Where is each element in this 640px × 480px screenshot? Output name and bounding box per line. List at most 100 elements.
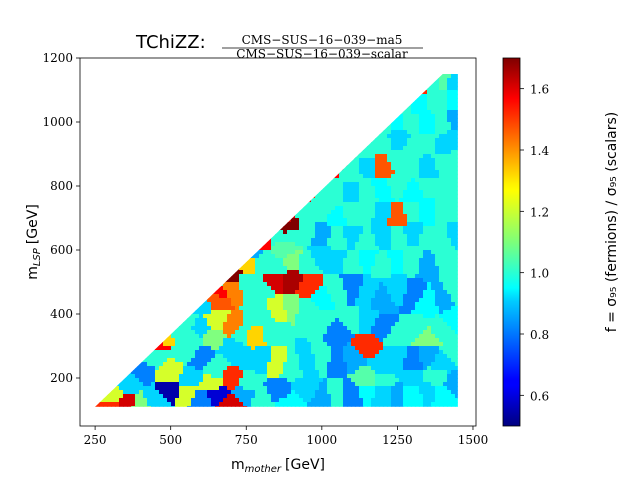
- heatmap-cell: [287, 326, 292, 331]
- heatmap-cell: [235, 318, 240, 323]
- heatmap-cell: [303, 366, 308, 371]
- heatmap-cell: [303, 226, 308, 231]
- heatmap-cell: [267, 302, 272, 307]
- heatmap-cell: [287, 378, 292, 383]
- heatmap-cell: [191, 382, 196, 387]
- heatmap-cell: [211, 390, 216, 395]
- heatmap-cell: [319, 302, 324, 307]
- heatmap-cell: [207, 402, 212, 407]
- heatmap-cell: [183, 326, 188, 331]
- heatmap-cell: [295, 402, 300, 407]
- heatmap-cell: [271, 274, 276, 279]
- heatmap-cell: [327, 338, 332, 343]
- heatmap-cell: [251, 330, 256, 335]
- heatmap-cell: [323, 250, 328, 255]
- heatmap-cell: [255, 394, 260, 399]
- heatmap-cell: [243, 378, 248, 383]
- heatmap-cell: [319, 390, 324, 395]
- heatmap-cell: [175, 374, 180, 379]
- heatmap-cell: [247, 306, 252, 311]
- heatmap-cell: [199, 366, 204, 371]
- heatmap-cell: [191, 334, 196, 339]
- heatmap-cell: [279, 386, 284, 391]
- heatmap-cell: [251, 314, 256, 319]
- heatmap-cell: [243, 270, 248, 275]
- heatmap-cell: [291, 366, 296, 371]
- heatmap-cell: [303, 370, 308, 375]
- heatmap-cell: [163, 358, 168, 363]
- heatmap-cell: [195, 334, 200, 339]
- heatmap-cell: [283, 234, 288, 239]
- heatmap-cell: [307, 250, 312, 255]
- heatmap-cell: [319, 282, 324, 287]
- heatmap-cell: [251, 402, 256, 407]
- heatmap-cell: [291, 242, 296, 247]
- heatmap-cell: [175, 386, 180, 391]
- heatmap-cell: [327, 346, 332, 351]
- heatmap-cell: [255, 266, 260, 271]
- heatmap-cell: [231, 382, 236, 387]
- heatmap-cell: [255, 366, 260, 371]
- heatmap-cell: [311, 226, 316, 231]
- heatmap-cell: [323, 238, 328, 243]
- heatmap-cell: [327, 278, 332, 283]
- heatmap-cell: [259, 310, 264, 315]
- heatmap-cell: [255, 326, 260, 331]
- heatmap-cell: [151, 354, 156, 359]
- heatmap-cell: [263, 366, 268, 371]
- heatmap-cell: [207, 382, 212, 387]
- heatmap-cell: [227, 366, 232, 371]
- heatmap-cell: [271, 398, 276, 403]
- heatmap-cell: [295, 338, 300, 343]
- heatmap-cell: [263, 278, 268, 283]
- heatmap-cell: [207, 374, 212, 379]
- heatmap-cell: [299, 278, 304, 283]
- heatmap-cell: [191, 342, 196, 347]
- heatmap-cell: [143, 394, 148, 399]
- heatmap-cell: [259, 382, 264, 387]
- heatmap-cell: [271, 338, 276, 343]
- heatmap-cell: [243, 314, 248, 319]
- heatmap-cell: [243, 294, 248, 299]
- heatmap-cell: [295, 262, 300, 267]
- heatmap-cell: [303, 394, 308, 399]
- heatmap-cell: [163, 394, 168, 399]
- heatmap-cell: [303, 298, 308, 303]
- heatmap-cell: [279, 350, 284, 355]
- heatmap-cell: [223, 342, 228, 347]
- heatmap-cell: [227, 298, 232, 303]
- heatmap-cell: [267, 282, 272, 287]
- heatmap-cell: [231, 342, 236, 347]
- heatmap-cell: [327, 270, 332, 275]
- heatmap-cell: [199, 402, 204, 407]
- heatmap-cell: [287, 334, 292, 339]
- heatmap-cell: [231, 378, 236, 383]
- heatmap-cell: [227, 294, 232, 299]
- heatmap-cell: [119, 394, 124, 399]
- heatmap-cell: [299, 382, 304, 387]
- heatmap-cell: [327, 322, 332, 327]
- heatmap-cell: [315, 230, 320, 235]
- heatmap-cell: [279, 402, 284, 407]
- heatmap-cell: [159, 350, 164, 355]
- heatmap-cell: [231, 286, 236, 291]
- heatmap-cell: [287, 254, 292, 259]
- heatmap-cell: [267, 342, 272, 347]
- heatmap-cell: [295, 282, 300, 287]
- heatmap-cell: [199, 354, 204, 359]
- heatmap-cell: [319, 350, 324, 355]
- heatmap-cell: [299, 306, 304, 311]
- heatmap-cell: [155, 390, 160, 395]
- heatmap-cell: [283, 226, 288, 231]
- heatmap-cell: [291, 362, 296, 367]
- heatmap-cell: [227, 310, 232, 315]
- heatmap-cell: [323, 282, 328, 287]
- heatmap-cell: [299, 342, 304, 347]
- heatmap-cell: [239, 346, 244, 351]
- heatmap-cell: [271, 302, 276, 307]
- heatmap-cell: [323, 294, 328, 299]
- heatmap-cell: [183, 402, 188, 407]
- heatmap-cell: [215, 374, 220, 379]
- heatmap-cell: [327, 202, 332, 207]
- heatmap-cell: [303, 238, 308, 243]
